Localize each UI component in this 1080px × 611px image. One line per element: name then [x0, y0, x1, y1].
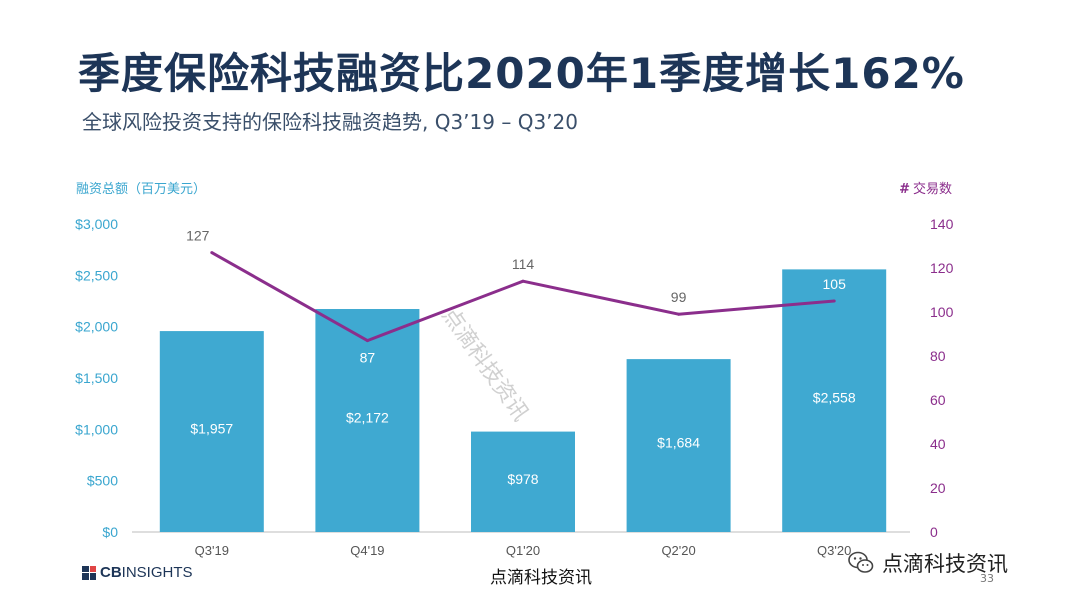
- left-tick-label: $2,500: [75, 267, 118, 283]
- left-tick-label: $3,000: [75, 216, 118, 232]
- right-tick-label: 60: [930, 392, 946, 408]
- x-tick-label: Q2'20: [661, 543, 695, 558]
- right-axis-label: # 交易数: [899, 178, 952, 197]
- bottom-watermark: 点滴科技资讯: [490, 568, 592, 588]
- brand-cb: CB: [100, 564, 122, 581]
- cbinsights-logo: CB INSIGHTS: [82, 564, 193, 581]
- bar: [159, 331, 264, 532]
- page-subtitle: 全球风险投资支持的保险科技融资趋势, Q3’19 – Q3’20: [82, 110, 578, 134]
- line-point: [210, 251, 214, 255]
- bar: [471, 431, 575, 532]
- bar-value-label: $978: [507, 471, 538, 487]
- right-tick-label: 0: [930, 524, 938, 540]
- bar-value-label: $1,684: [657, 435, 700, 451]
- bar-value-label: $1,957: [190, 421, 233, 437]
- wechat-account[interactable]: 点滴科技资讯: [848, 548, 1008, 578]
- wechat-icon: [848, 550, 874, 576]
- x-tick-label: Q3'19: [195, 543, 229, 558]
- line-value-label: 105: [823, 276, 847, 292]
- page-number: 33: [980, 572, 994, 585]
- left-axis-label: 融资总额（百万美元）: [76, 182, 207, 197]
- left-tick-label: $0: [102, 524, 118, 540]
- left-tick-label: $500: [87, 473, 118, 489]
- bar-value-label: $2,558: [813, 390, 856, 406]
- bar: [626, 359, 731, 532]
- wechat-name: 点滴科技资讯: [882, 552, 1008, 576]
- bar-value-label: $2,172: [346, 410, 389, 426]
- right-tick-label: 140: [930, 216, 954, 232]
- line-point: [832, 299, 836, 303]
- bar: [315, 309, 420, 532]
- right-tick-label: 120: [930, 260, 954, 276]
- bar: [782, 269, 887, 532]
- x-tick-label: Q1'20: [506, 543, 540, 558]
- left-tick-label: $1,000: [75, 421, 118, 437]
- hash-icon: #: [899, 182, 910, 197]
- line-value-label: 114: [512, 256, 535, 272]
- right-tick-label: 80: [930, 348, 946, 364]
- line-value-label: 87: [360, 350, 376, 366]
- right-tick-label: 20: [930, 480, 946, 496]
- brand-insights: INSIGHTS: [121, 564, 193, 581]
- x-tick-label: Q4'19: [350, 543, 384, 558]
- right-tick-label: 40: [930, 436, 946, 452]
- line-value-label: 127: [186, 228, 210, 244]
- x-tick-label: Q3'20: [817, 543, 851, 558]
- right-tick-label: 100: [930, 304, 954, 320]
- page-title: 季度保险科技融资比2020年1季度增长162%: [78, 49, 965, 98]
- line-value-label: 99: [671, 289, 687, 305]
- left-tick-label: $1,500: [75, 370, 118, 386]
- line-point: [365, 339, 369, 343]
- left-tick-label: $2,000: [75, 319, 118, 335]
- cbinsights-logo-icon: [82, 565, 96, 580]
- right-axis-label-text: 交易数: [912, 182, 952, 197]
- line-point: [521, 279, 525, 283]
- line-point: [677, 312, 681, 316]
